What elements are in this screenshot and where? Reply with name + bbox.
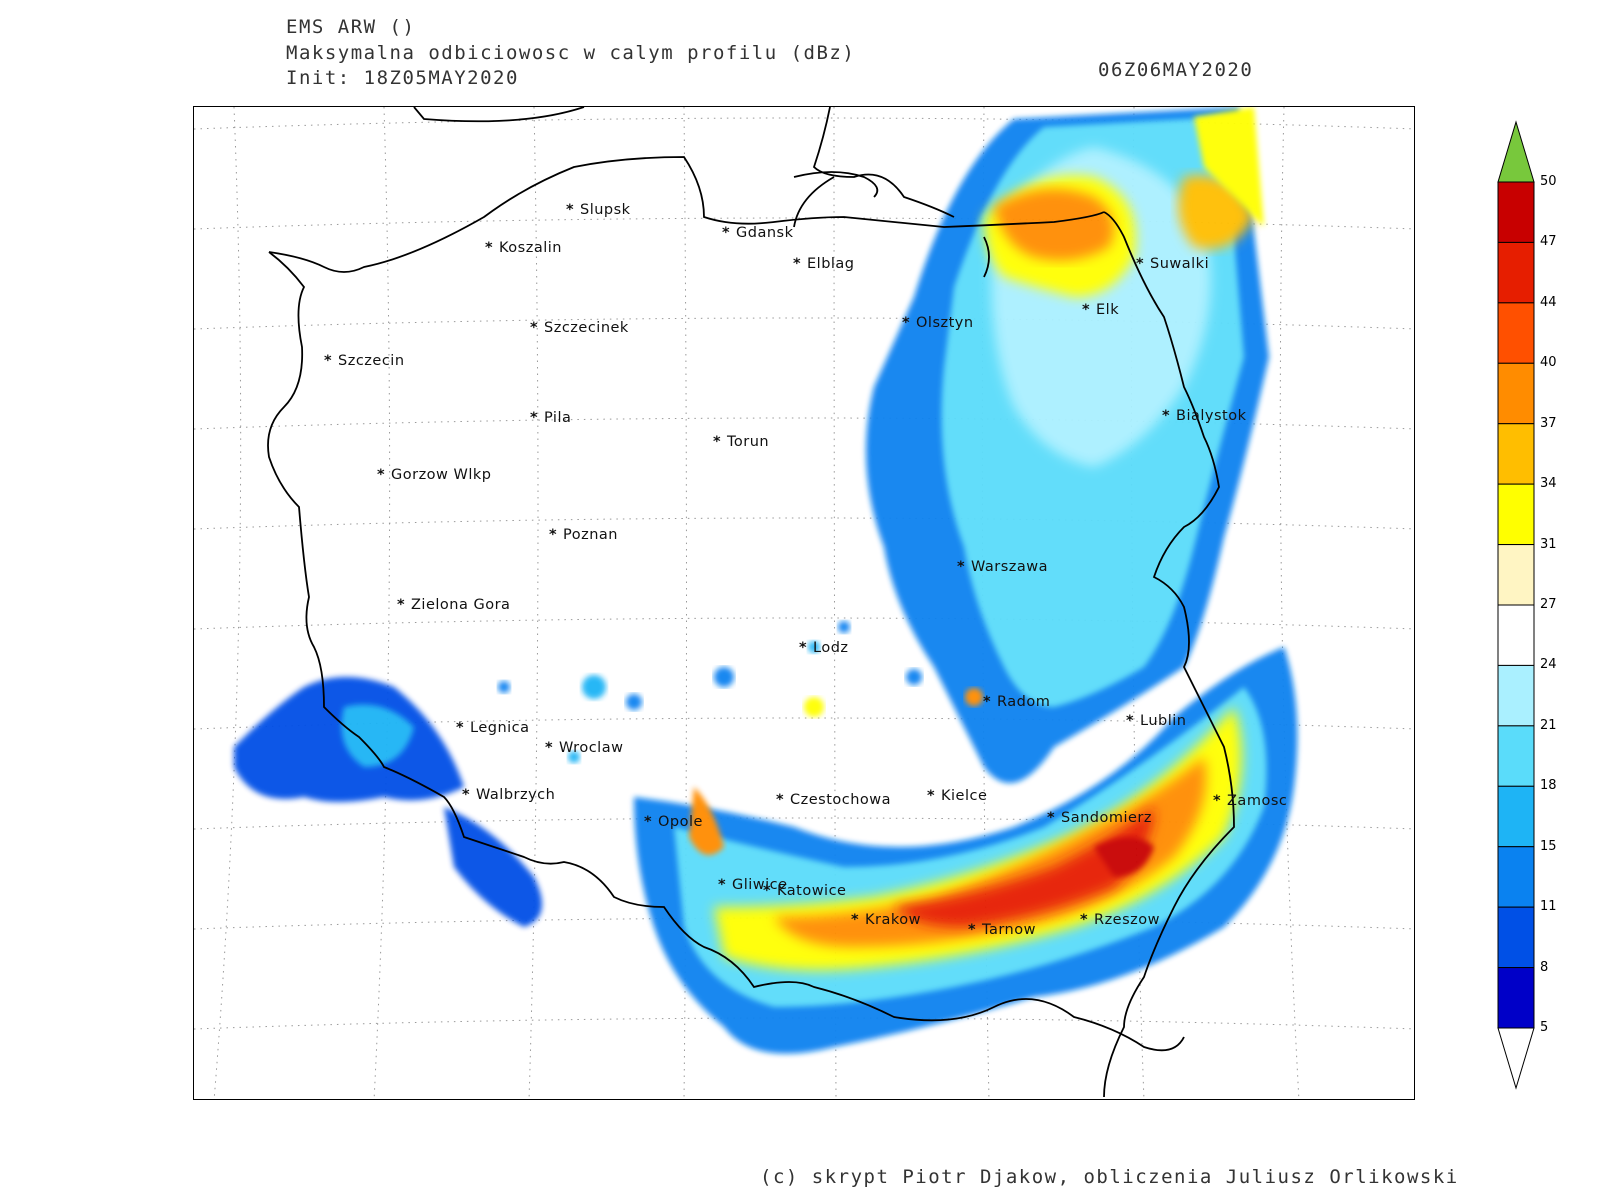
legend-band [1497, 725, 1535, 787]
city-label: * Kielce [927, 788, 988, 804]
city-label: * Pila [530, 410, 572, 426]
legend-tick-label: 31 [1540, 536, 1557, 552]
legend-band [1497, 604, 1535, 666]
city-label: * Krakow [851, 912, 921, 928]
legend-tick-label: 40 [1540, 355, 1557, 371]
city-label: * Gorzow Wlkp [377, 467, 492, 483]
valid-time: 06Z06MAY2020 [1098, 59, 1254, 81]
city-label: * Sandomierz [1047, 810, 1153, 826]
city-label: * Opole [644, 814, 703, 830]
city-label: * Walbrzych [462, 787, 556, 803]
legend-tick-label: 11 [1540, 899, 1557, 915]
legend-tick-label: 34 [1540, 476, 1557, 492]
city-label: * Szczecinek [530, 320, 629, 336]
legend-tick-label: 27 [1540, 597, 1557, 612]
legend-tick-label: 47 [1540, 234, 1557, 250]
legend-tick-label: 24 [1540, 657, 1557, 673]
legend-tick-label: 18 [1540, 778, 1557, 794]
legend-band [1497, 181, 1535, 243]
city-label: * Suwalki [1136, 256, 1210, 272]
legend-band [1497, 423, 1535, 485]
city-label: * Gliwice [718, 877, 788, 893]
legend-band [1497, 362, 1535, 425]
legend-tick-label: 5 [1540, 1020, 1549, 1035]
city-label: * Poznan [549, 527, 618, 543]
legend-tick-label: 50 [1540, 174, 1557, 189]
legend-tick-label: 15 [1540, 838, 1557, 854]
legend-tick-label: 37 [1540, 415, 1557, 431]
legend-band [1497, 906, 1535, 969]
city-label: * Elblag [793, 256, 855, 272]
city-label: * Warszawa [957, 559, 1049, 575]
legend-band [1497, 483, 1535, 546]
city-label: * Lublin [1126, 713, 1187, 729]
city-label: * Zamosc [1213, 793, 1288, 809]
city-label: * Zielona Gora [397, 597, 511, 613]
legend-band [1497, 664, 1535, 727]
city-label: * Tarnow [968, 922, 1036, 938]
city-label: * Rzeszow [1080, 912, 1161, 928]
city-label: * Gdansk [722, 225, 794, 241]
field-title: Maksymalna odbiciowosc w calym profilu (… [286, 42, 856, 64]
city-label: * Slupsk [566, 202, 631, 218]
city-label: * Lodz [799, 640, 849, 656]
legend-band [1497, 241, 1535, 304]
legend-band [1497, 302, 1535, 364]
legend-band [1497, 846, 1535, 908]
reflectivity-shading [234, 107, 1298, 1054]
city-label: * Elk [1082, 302, 1120, 318]
legend-tick-label: 21 [1540, 717, 1557, 733]
city-label: * Koszalin [485, 240, 562, 256]
legend-colorbar [1497, 120, 1535, 1090]
city-label: * Szczecin [324, 353, 405, 369]
legend-tick-label: 44 [1540, 294, 1557, 310]
city-label: * Radom [983, 694, 1051, 710]
credit-line: (c) skrypt Piotr Djakow, obliczenia Juli… [760, 1166, 1459, 1188]
city-label: * Wroclaw [545, 740, 624, 756]
city-label: * Bialystok [1162, 408, 1247, 424]
city-label: * Legnica [456, 720, 530, 736]
city-label: * Czestochowa [776, 792, 892, 808]
init-time: Init: 18Z05MAY2020 [286, 67, 519, 89]
legend-band [1497, 967, 1535, 1029]
city-label: * Olsztyn [902, 315, 974, 331]
reflectivity-map [194, 107, 1414, 1099]
legend-arrow-top [1497, 120, 1535, 183]
city-label: * Katowice [763, 883, 847, 899]
legend-band [1497, 544, 1535, 606]
model-title: EMS ARW () [286, 16, 416, 38]
legend-band [1497, 785, 1535, 848]
city-label: * Torun [713, 434, 770, 450]
map-panel[interactable] [193, 106, 1415, 1100]
legend-arrow-bottom [1497, 1027, 1535, 1090]
country-borders [267, 107, 1235, 1098]
legend-tick-label: 8 [1540, 959, 1549, 975]
